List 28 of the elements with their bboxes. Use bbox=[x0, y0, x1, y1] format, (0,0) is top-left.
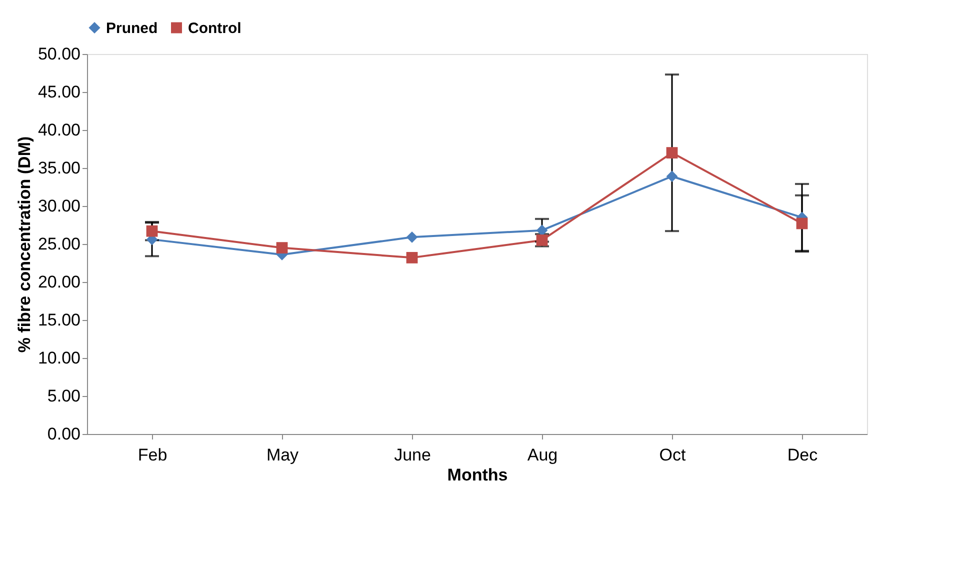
x-tick-label: Feb bbox=[138, 446, 168, 464]
legend-label: Pruned bbox=[106, 20, 158, 37]
point bbox=[406, 231, 418, 243]
y-tick-label: 50.00 bbox=[38, 44, 80, 64]
point bbox=[666, 170, 678, 182]
y-tick-label: 5.00 bbox=[47, 386, 80, 406]
y-tick-label: 15.00 bbox=[38, 310, 80, 330]
y-tick-label: 45.00 bbox=[38, 82, 80, 102]
point bbox=[796, 218, 808, 230]
x-tick-label: Oct bbox=[659, 446, 686, 464]
x-tick-label: June bbox=[394, 446, 431, 464]
legend-label: Control bbox=[188, 20, 242, 37]
y-tick-label: 10.00 bbox=[38, 348, 80, 368]
point bbox=[146, 225, 158, 237]
y-tick-label: 30.00 bbox=[38, 196, 80, 216]
x-tick-label: May bbox=[266, 446, 300, 464]
y-tick-label: 40.00 bbox=[38, 120, 80, 140]
x-tick-label: Dec bbox=[787, 446, 818, 464]
x-axis-title: Months bbox=[447, 466, 508, 484]
y-tick-label: 20.00 bbox=[38, 272, 80, 292]
point bbox=[666, 147, 678, 158]
y-tick-label: 35.00 bbox=[38, 158, 80, 178]
y-tick-label: 25.00 bbox=[38, 234, 80, 254]
point bbox=[406, 252, 418, 264]
x-tick-label: Aug bbox=[527, 446, 558, 464]
y-axis-title: % fibre concentration (DM) bbox=[14, 136, 34, 353]
y-tick-label: 0.00 bbox=[47, 424, 80, 444]
point bbox=[276, 242, 288, 254]
